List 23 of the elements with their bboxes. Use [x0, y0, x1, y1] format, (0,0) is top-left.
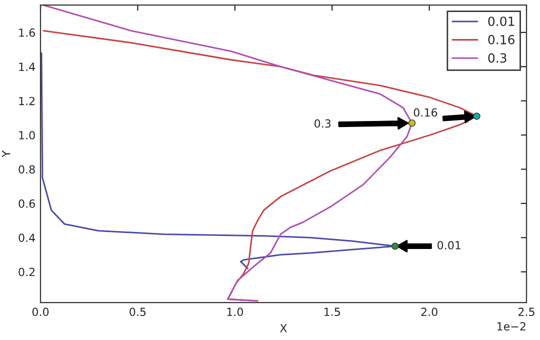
- y-tick-label: 1.0: [19, 131, 35, 140]
- x-tick-label: 1.5: [324, 308, 340, 316]
- x-tick-label: 0.0: [32, 308, 49, 316]
- legend-label: 0.01: [488, 16, 514, 26]
- y-tick-label: 0.6: [18, 199, 35, 208]
- legend-label: 0.16: [488, 34, 514, 44]
- y-tick-label: 0.2: [18, 268, 35, 276]
- y-tick-label: 1.6: [19, 28, 35, 37]
- x-tick-label: 1.0: [227, 308, 243, 316]
- text: 1e−2: [497, 322, 526, 331]
- y-tick-label: 1.4: [19, 62, 36, 71]
- x-axis-title: X: [280, 324, 287, 332]
- annotation: 0.16: [414, 108, 438, 117]
- x-tick-label: 0.5: [130, 308, 146, 316]
- annotation: 0.3: [314, 119, 331, 128]
- annotation: 0.01: [437, 240, 460, 250]
- y-tick-label: 1.2: [19, 96, 35, 106]
- y-tick-label: 0.4: [18, 234, 36, 242]
- y-axis-title: Y: [2, 150, 10, 158]
- x-tick-label: 2.5: [518, 308, 534, 316]
- legend-label: 0.3: [488, 53, 506, 63]
- y-tick-label: 0.8: [18, 165, 35, 174]
- x-tick-label: 2.0: [421, 308, 438, 316]
